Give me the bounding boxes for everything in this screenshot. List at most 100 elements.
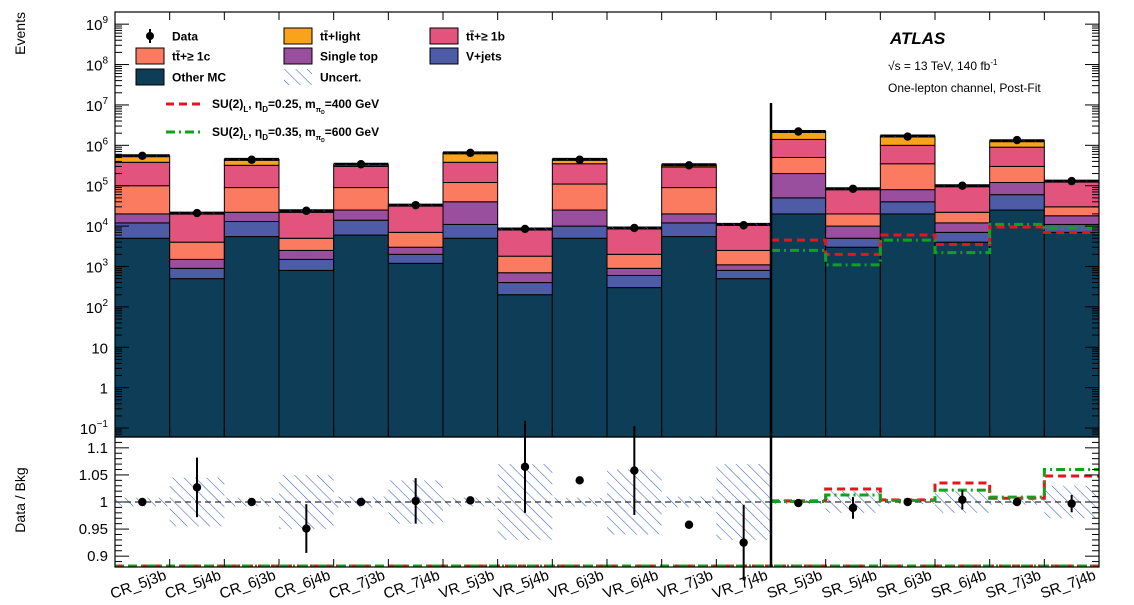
- ratio-point: [466, 496, 475, 505]
- bar-singletop: [879, 189, 936, 203]
- bar-ttb: [879, 144, 936, 165]
- channel-label: One-lepton channel, Post-Fit: [888, 81, 1041, 95]
- bar-ttc: [169, 241, 225, 260]
- x-tick-label: VR_5j4b: [491, 567, 551, 603]
- data-point: [848, 184, 858, 193]
- x-tick-label: SR_5j3b: [765, 567, 825, 603]
- bar-ttb: [442, 161, 499, 184]
- bar-singletop: [278, 249, 335, 260]
- bar-ttc: [115, 185, 171, 215]
- bar-ttb: [387, 205, 444, 233]
- legend-label: Data: [172, 30, 198, 44]
- y-tick-label: 10−1: [80, 419, 109, 438]
- x-tick-label: SR_7j3b: [983, 567, 1043, 603]
- bar-other: [715, 278, 772, 437]
- ratio-point: [739, 538, 748, 547]
- x-tick-label: SR_6j3b: [874, 567, 934, 603]
- bar-vjets: [169, 267, 225, 280]
- x-tick-label: VR_6j4b: [601, 567, 661, 603]
- bar-other: [879, 213, 936, 437]
- legend: Data tt̄+light tt̄+≥ 1b tt̄+≥ 1c Single top V…: [135, 27, 505, 144]
- bar-other: [497, 294, 553, 437]
- bar-singletop: [825, 225, 881, 239]
- bar-vjets: [497, 282, 553, 296]
- legend-label: tt̄+light: [320, 30, 360, 44]
- x-tick-label: CR_5j3b: [108, 567, 169, 603]
- bar-other: [115, 237, 171, 437]
- bar-singletop: [1043, 215, 1099, 225]
- bar-ttc: [442, 182, 499, 203]
- ratio-point: [356, 497, 366, 507]
- bar-other: [169, 278, 225, 437]
- legend-signal-label: SU(2)L, ηD=0.25, mπD=400 GeV: [212, 97, 379, 116]
- legend-label: Other MC: [172, 71, 226, 85]
- bar-ttc: [387, 231, 444, 248]
- bar-ttc: [551, 183, 608, 211]
- bar-singletop: [989, 182, 1045, 196]
- x-tick-labels: CR_5j3bCR_5j4bCR_6j3bCR_6j4bCR_7j3bCR_7j…: [108, 567, 1098, 603]
- data-point: [630, 223, 639, 233]
- bar-ttc: [223, 187, 280, 213]
- bar-singletop: [934, 222, 991, 233]
- bar-vjets: [387, 253, 444, 264]
- y-tick-label: 102: [86, 298, 109, 317]
- bar-singletop: [497, 272, 553, 284]
- bar-ttb: [606, 228, 663, 255]
- bar-singletop: [770, 173, 827, 199]
- bar-ttc: [715, 249, 772, 266]
- y-tick-label: 104: [86, 217, 109, 236]
- x-tick-label: VR_7j4b: [710, 567, 770, 603]
- data-point: [794, 127, 803, 136]
- y-tick-label: 103: [86, 257, 109, 276]
- bar-ttb: [223, 164, 280, 189]
- legend-swatch: [135, 47, 165, 65]
- x-tick-label: CR_6j4b: [272, 567, 333, 603]
- bar-ttc: [333, 187, 389, 211]
- bar-vjets: [551, 225, 608, 239]
- ratio-point: [630, 466, 639, 475]
- data-point: [575, 155, 584, 164]
- bar-vjets: [989, 194, 1045, 211]
- bar-singletop: [169, 258, 225, 269]
- legend-label: tt̄+≥ 1c: [172, 50, 211, 64]
- ratio-point: [411, 496, 420, 506]
- ratio-panel: 0.9 0.95 1 1.05 1.1 Data / Bkg: [12, 420, 1100, 581]
- data-point: [247, 155, 256, 164]
- data-point: [903, 132, 912, 141]
- x-tick-label: CR_6j3b: [217, 567, 278, 603]
- ratio-y-tick-label: 1.1: [87, 440, 108, 457]
- x-tick-label: CR_7j4b: [381, 567, 442, 603]
- bar-other: [387, 262, 444, 437]
- bar-ttb: [333, 165, 389, 189]
- y-tick-label: 107: [86, 96, 109, 115]
- data-point: [958, 181, 967, 190]
- experiment-label: ATLAS: [889, 29, 946, 48]
- legend-label: tt̄+≥ 1b: [466, 30, 505, 44]
- bar-other: [1043, 231, 1099, 437]
- bar-ttb: [115, 161, 171, 187]
- bar-vjets: [442, 223, 499, 239]
- bar-other: [661, 236, 717, 437]
- bar-vjets: [606, 274, 663, 289]
- bar-ttb: [278, 211, 335, 239]
- bar-other: [606, 287, 663, 437]
- ratio-y-tick-label: 1.05: [79, 467, 108, 484]
- ratio-point: [794, 498, 803, 508]
- bar-singletop: [223, 211, 280, 222]
- data-point: [520, 224, 530, 234]
- ratio-point: [575, 476, 584, 485]
- ratio-point: [903, 497, 912, 507]
- y-tick-label: 105: [86, 177, 109, 196]
- signal-lines: [771, 222, 1099, 267]
- ratio-y-tick-label: 0.9: [87, 548, 108, 565]
- x-tick-label: SR_7j4b: [1038, 567, 1098, 603]
- ratio-y-axis-title: Data / Bkg: [12, 467, 28, 532]
- bar-ttb: [661, 166, 717, 189]
- bar-other: [223, 236, 280, 437]
- data-point: [356, 160, 366, 169]
- ratio-point: [302, 524, 311, 533]
- legend-label: Single top: [320, 50, 378, 64]
- bar-other: [442, 237, 499, 437]
- bar-ttc: [934, 211, 991, 224]
- bar-ttc: [989, 165, 1045, 184]
